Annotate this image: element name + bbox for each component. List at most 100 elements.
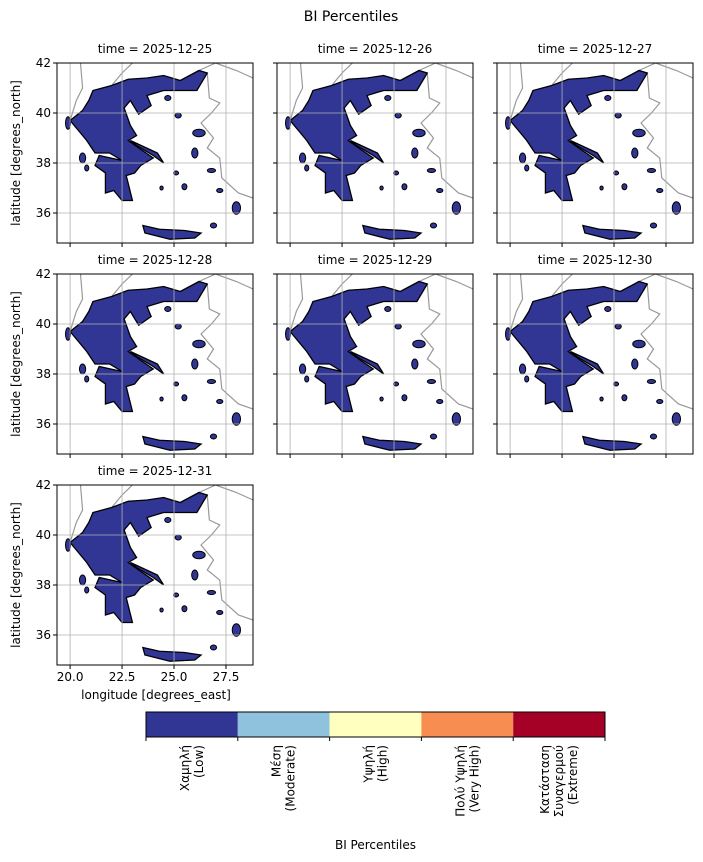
island: [646, 168, 657, 173]
island: [78, 152, 87, 164]
border: [640, 72, 693, 199]
border: [69, 485, 84, 543]
island: [384, 95, 392, 101]
island: [394, 323, 402, 330]
island: [604, 95, 612, 101]
island: [285, 116, 292, 130]
land: [361, 224, 423, 240]
island: [429, 433, 438, 440]
colorbar-title: BI Percentiles: [335, 838, 416, 852]
border: [69, 274, 84, 332]
land: [509, 69, 649, 202]
island: [614, 323, 622, 330]
panel-frame: [56, 273, 254, 455]
island: [604, 306, 612, 312]
island: [159, 607, 164, 613]
map: [65, 63, 253, 240]
island: [181, 605, 188, 613]
land: [349, 350, 385, 375]
border: [200, 72, 253, 199]
island: [192, 550, 206, 560]
panel-title: time = 2025-12-25: [98, 42, 213, 56]
y-tick-label: 36: [36, 206, 51, 220]
colorbar-label: Συναγερμού: [552, 745, 566, 817]
y-tick-label: 40: [36, 528, 51, 542]
island: [164, 306, 172, 312]
land: [141, 646, 203, 662]
y-tick-label: 36: [36, 628, 51, 642]
island: [631, 147, 639, 159]
border: [509, 63, 524, 121]
y-tick-label: 42: [36, 56, 51, 70]
map: [65, 485, 253, 662]
island: [209, 222, 218, 229]
island: [613, 170, 620, 176]
island: [599, 185, 604, 191]
island: [174, 323, 182, 330]
panel-title: time = 2025-12-26: [318, 42, 433, 56]
colorbar-label: Χαμηλή: [178, 745, 192, 791]
border: [640, 283, 693, 410]
island: [451, 201, 462, 215]
border: [200, 283, 253, 410]
panel-frame: [56, 484, 254, 666]
island: [164, 517, 172, 523]
land: [141, 224, 203, 240]
island: [621, 394, 628, 402]
island: [304, 164, 310, 172]
colorbar-swatch: [329, 712, 422, 737]
island: [65, 327, 72, 341]
island: [298, 152, 307, 164]
land: [509, 280, 649, 413]
island: [518, 152, 527, 164]
island: [393, 170, 400, 176]
panel-frame: [56, 62, 254, 244]
island: [298, 363, 307, 375]
island: [524, 164, 530, 172]
land: [129, 139, 165, 164]
island: [524, 375, 530, 383]
island: [78, 363, 87, 375]
y-tick-label: 40: [36, 317, 51, 331]
island: [192, 339, 206, 349]
colorbar-frame: [145, 711, 606, 738]
land: [361, 435, 423, 451]
island: [412, 128, 426, 138]
island: [209, 433, 218, 440]
island: [412, 339, 426, 349]
x-tick-label: 22.5: [109, 670, 136, 684]
island: [436, 188, 444, 193]
island: [209, 644, 218, 651]
island: [379, 185, 384, 191]
panel-frame: [276, 62, 474, 244]
island: [206, 168, 217, 173]
island: [646, 379, 657, 384]
island: [671, 412, 682, 426]
colorbar-swatch: [513, 712, 605, 737]
y-tick-label: 40: [36, 106, 51, 120]
island: [174, 112, 182, 119]
island: [394, 112, 402, 119]
panel-title: time = 2025-12-31: [98, 464, 213, 478]
panel-frame: [276, 273, 474, 455]
island: [65, 538, 72, 552]
island: [426, 168, 437, 173]
island: [411, 147, 419, 159]
island: [192, 128, 206, 138]
colorbar-label: Υψηλή: [362, 745, 376, 784]
island: [656, 399, 664, 404]
y-tick-label: 36: [36, 417, 51, 431]
island: [173, 381, 180, 387]
x-tick-label: 27.5: [213, 670, 240, 684]
island: [216, 399, 224, 404]
panel-frame: [496, 62, 694, 244]
land: [69, 69, 209, 202]
land: [289, 69, 429, 202]
x-tick-label: 25.0: [161, 670, 188, 684]
island: [656, 188, 664, 193]
island: [614, 112, 622, 119]
island: [505, 327, 512, 341]
border: [69, 63, 84, 121]
land: [581, 224, 643, 240]
